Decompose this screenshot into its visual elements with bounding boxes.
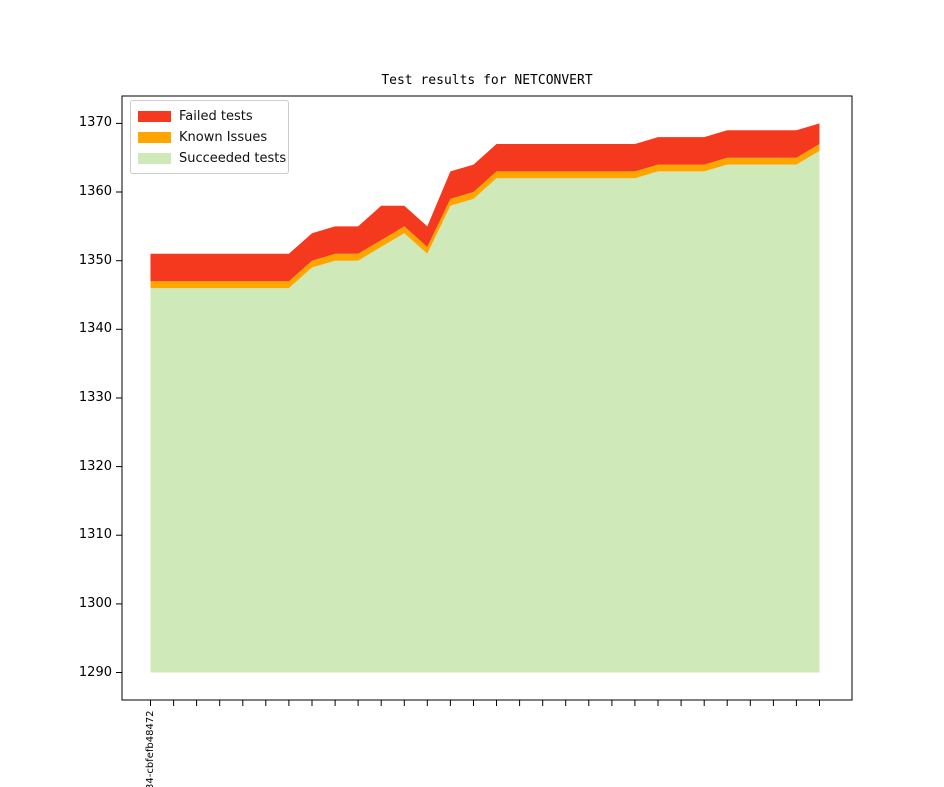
y-axis-tick-label: 1310 [78, 527, 112, 543]
y-axis-tick-label: 1300 [78, 595, 112, 611]
axis-tick-marks [116, 122, 820, 706]
y-axis-tick-label: 1370 [78, 115, 112, 131]
y-axis-tick-label: 1290 [78, 664, 112, 680]
legend: Failed tests Known Issues Succeeded test… [130, 100, 289, 174]
legend-swatch-known-issues-icon [138, 132, 171, 143]
legend-item-failed: Failed tests [131, 106, 288, 127]
y-axis-tick-label: 1320 [78, 458, 112, 474]
legend-label-failed: Failed tests [179, 109, 253, 124]
legend-swatch-succeeded-icon [138, 153, 171, 164]
legend-item-succeeded: Succeeded tests [131, 148, 288, 169]
x-axis-tick-label: 34-cbfefb48472 [145, 710, 156, 787]
y-axis-tick-label: 1330 [78, 389, 112, 405]
y-axis-tick-label: 1340 [78, 321, 112, 337]
y-axis-tick-label: 1360 [78, 184, 112, 200]
chart-title: Test results for NETCONVERT [381, 73, 593, 88]
area-succeeded-tests [150, 150, 820, 673]
legend-swatch-failed-icon [138, 111, 171, 122]
legend-item-known-issues: Known Issues [131, 127, 288, 148]
area-known-issues [150, 144, 820, 289]
legend-label-known-issues: Known Issues [179, 130, 268, 145]
legend-label-succeeded: Succeeded tests [179, 151, 287, 166]
area-failed-tests [150, 123, 820, 282]
y-axis-tick-label: 1350 [78, 252, 112, 268]
